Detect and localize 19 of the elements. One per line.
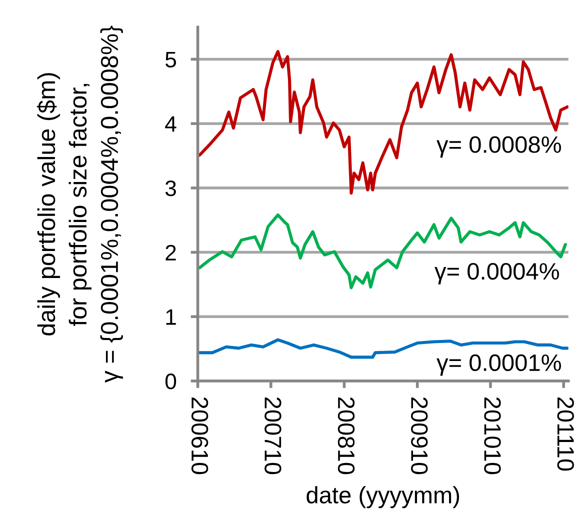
- line-series: [198, 213, 567, 290]
- x-tick-label: 201110: [557, 397, 574, 471]
- line-series: [198, 50, 568, 195]
- x-tick-label: 201010: [484, 397, 501, 474]
- y-tick-label: 2: [166, 244, 176, 260]
- x-axis-title: date (yyyymm): [306, 486, 460, 508]
- y-tick-label: 0: [165, 374, 176, 390]
- series-label: γ= 0.0004%: [434, 262, 560, 284]
- y-tick-label: 3: [165, 180, 176, 196]
- y-tick-label: 1: [166, 309, 176, 325]
- series-label: γ= 0.0001%: [436, 354, 562, 376]
- x-tick-label: 200610: [191, 397, 208, 474]
- y-axis-title: daily portfolio value ($m) for portfolio size factor, γ = {0.0001%,0.0004%,0.0008%}: [36, 26, 123, 383]
- y-tick-label: 4: [165, 116, 176, 132]
- x-tick-label: 200710: [264, 397, 282, 474]
- x-tick-label: 200910: [411, 397, 428, 474]
- x-tick-label: 200810: [338, 397, 355, 474]
- series-label: γ= 0.0008%: [436, 136, 562, 158]
- y-tick-label: 5: [165, 52, 176, 68]
